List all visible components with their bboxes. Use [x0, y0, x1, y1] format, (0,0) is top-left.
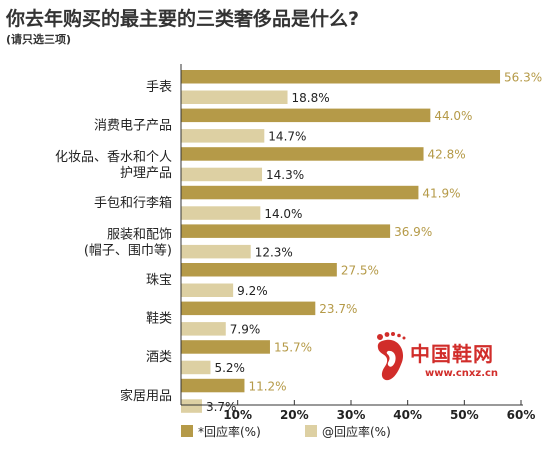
bar-series2: [181, 322, 226, 336]
data-label-series1: 36.9%: [394, 225, 432, 239]
legend-swatch-series2: [305, 425, 317, 437]
bar-series1: [181, 301, 316, 316]
bar-series1: [181, 185, 419, 200]
bar-series1: [181, 224, 391, 238]
category-label: 服装和配饰: [107, 227, 172, 242]
data-label-series1: 27.5%: [341, 264, 379, 278]
footprint-logo-icon: [377, 332, 406, 381]
data-label-series1: 42.8%: [428, 148, 466, 162]
watermark-brand: 中国鞋网: [410, 342, 494, 366]
data-label-series2: 3.7%: [206, 400, 237, 414]
x-tick-label: 30%: [337, 408, 366, 422]
data-label-series2: 14.7%: [268, 130, 306, 144]
x-tick-label: 40%: [393, 408, 422, 422]
data-label-series1: 41.9%: [422, 186, 460, 200]
data-label-series2: 12.3%: [255, 245, 293, 259]
bar-series2: [181, 206, 261, 220]
bar-series2: [181, 360, 211, 375]
bar-series2: [181, 167, 263, 182]
category-label: 护理产品: [120, 166, 172, 181]
bar-series1: [181, 108, 431, 123]
bar-series2: [181, 90, 288, 104]
category-label: 鞋类: [146, 311, 172, 327]
data-label-series1: 11.2%: [248, 379, 286, 393]
data-label-series2: 5.2%: [214, 361, 245, 375]
category-label: 酒类: [146, 350, 172, 365]
category-label: 化妆品、香水和个人: [55, 150, 172, 165]
x-tick-label: 10%: [223, 408, 252, 422]
bar-series2: [181, 283, 234, 297]
bar-series1: [181, 70, 501, 84]
bar-series1: [181, 263, 337, 277]
bar-series1: [181, 147, 424, 161]
watermark-url: www.cnxz.cn: [425, 368, 499, 379]
legend-label-series2: @回应率(%): [322, 424, 391, 439]
bar-series2: [181, 244, 251, 259]
page-subtitle: (请只选三项): [6, 33, 72, 46]
page-title: 你去年购买的最主要的三类奢侈品是什么?: [6, 8, 360, 30]
category-label: 消费电子产品: [94, 119, 172, 134]
category-label: 手表: [146, 80, 172, 95]
data-label-series2: 14.0%: [264, 207, 302, 221]
legend-swatch-series1: [181, 425, 193, 437]
category-label: (帽子、围巾等): [84, 242, 172, 258]
category-label: 手包和行李箱: [94, 195, 172, 211]
data-label-series1: 56.3%: [504, 71, 542, 85]
legend-label-series1: *回应率(%): [198, 424, 261, 439]
data-label-series2: 9.2%: [237, 284, 268, 298]
data-label-series2: 14.3%: [266, 168, 304, 182]
bar-series1: [181, 378, 245, 393]
category-label: 家居用品: [120, 388, 172, 404]
bar-series2: [181, 399, 202, 413]
bar-series1: [181, 340, 270, 354]
data-label-series2: 7.9%: [230, 323, 261, 337]
data-label-series1: 44.0%: [434, 109, 472, 123]
data-label-series1: 15.7%: [274, 341, 312, 355]
data-label-series2: 18.8%: [292, 91, 330, 105]
x-tick-label: 50%: [450, 408, 479, 422]
bar-series2: [181, 129, 265, 143]
category-label: 珠宝: [146, 273, 172, 288]
x-tick-label: 20%: [280, 408, 309, 422]
x-tick-label: 60%: [507, 408, 536, 422]
data-label-series1: 23.7%: [319, 302, 357, 316]
